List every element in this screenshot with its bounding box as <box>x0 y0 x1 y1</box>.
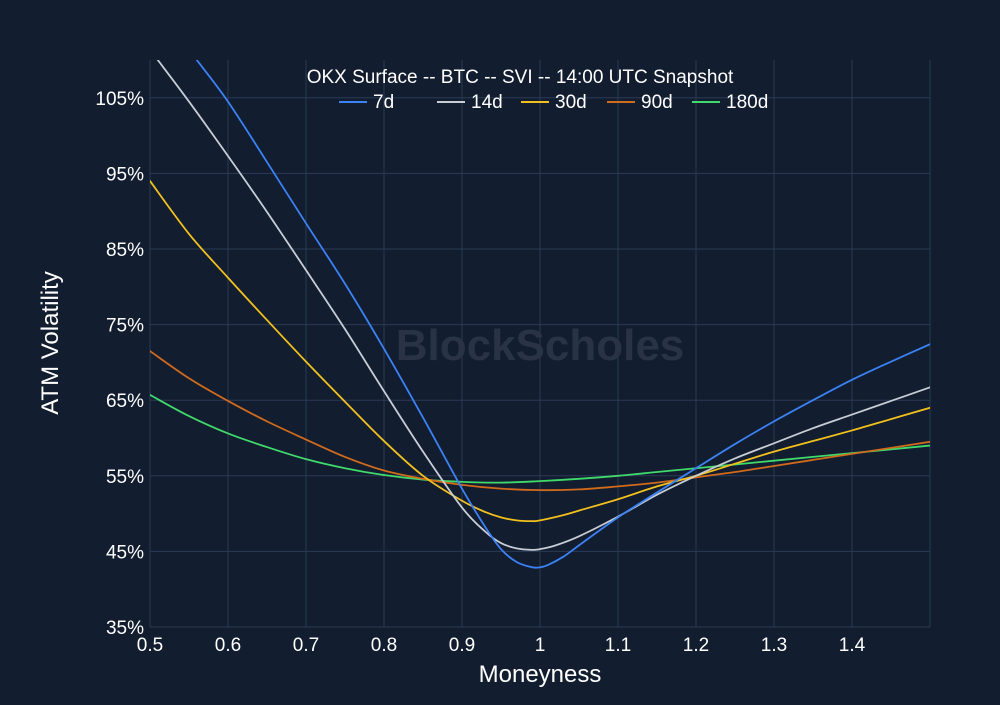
y-tick-label: 85% <box>106 240 144 261</box>
legend-item-14d[interactable]: 14d <box>437 92 503 113</box>
chart-title: OKX Surface -- BTC -- SVI -- 14:00 UTC S… <box>307 67 734 88</box>
x-tick-label: 0.8 <box>371 635 397 656</box>
legend-label: 7d <box>373 92 394 113</box>
x-tick-label: 0.5 <box>137 635 163 656</box>
series-lines <box>150 60 930 569</box>
legend-item-7d[interactable]: 7d <box>339 92 394 113</box>
series-line-90d <box>150 350 930 492</box>
watermark-blockscholes: BlockScholes <box>396 321 685 370</box>
y-axis-ticks: 35% 45% 55% 65% 75% 85% 95% 105% <box>95 89 144 639</box>
y-tick-label: 45% <box>106 542 144 563</box>
x-tick-label: 1 <box>535 635 546 656</box>
series-line-7d <box>195 60 930 569</box>
x-tick-label: 1.3 <box>761 635 787 656</box>
x-axis-title: Moneyness <box>479 661 602 688</box>
y-tick-label: 55% <box>106 467 144 488</box>
y-tick-label: 65% <box>106 391 144 412</box>
x-tick-label: 1.1 <box>605 635 631 656</box>
x-tick-label: 0.7 <box>293 635 319 656</box>
legend[interactable]: 7d 14d 30d 90d 180d <box>339 92 768 113</box>
x-tick-label: 0.6 <box>215 635 241 656</box>
x-tick-label: 1.2 <box>683 635 709 656</box>
series-line-14d <box>156 60 930 551</box>
x-tick-label: 0.9 <box>449 635 475 656</box>
legend-label: 180d <box>726 92 768 113</box>
y-tick-label: 35% <box>106 618 144 639</box>
legend-label: 30d <box>555 92 587 113</box>
legend-label: 14d <box>471 92 503 113</box>
x-axis-ticks: 0.5 0.6 0.7 0.8 0.9 1 1.1 1.2 1.3 1.4 <box>137 635 866 656</box>
x-tick-label: 1.4 <box>839 635 866 656</box>
y-tick-label: 105% <box>95 89 144 110</box>
y-axis-title: ATM Volatility <box>37 271 64 415</box>
legend-item-30d[interactable]: 30d <box>521 92 587 113</box>
legend-label: 90d <box>641 92 673 113</box>
legend-item-90d[interactable]: 90d <box>607 92 673 113</box>
series-line-30d <box>150 180 930 523</box>
y-tick-label: 95% <box>106 164 144 185</box>
legend-item-180d[interactable]: 180d <box>692 92 768 113</box>
series-line-180d <box>150 394 930 484</box>
y-tick-label: 75% <box>106 316 144 337</box>
